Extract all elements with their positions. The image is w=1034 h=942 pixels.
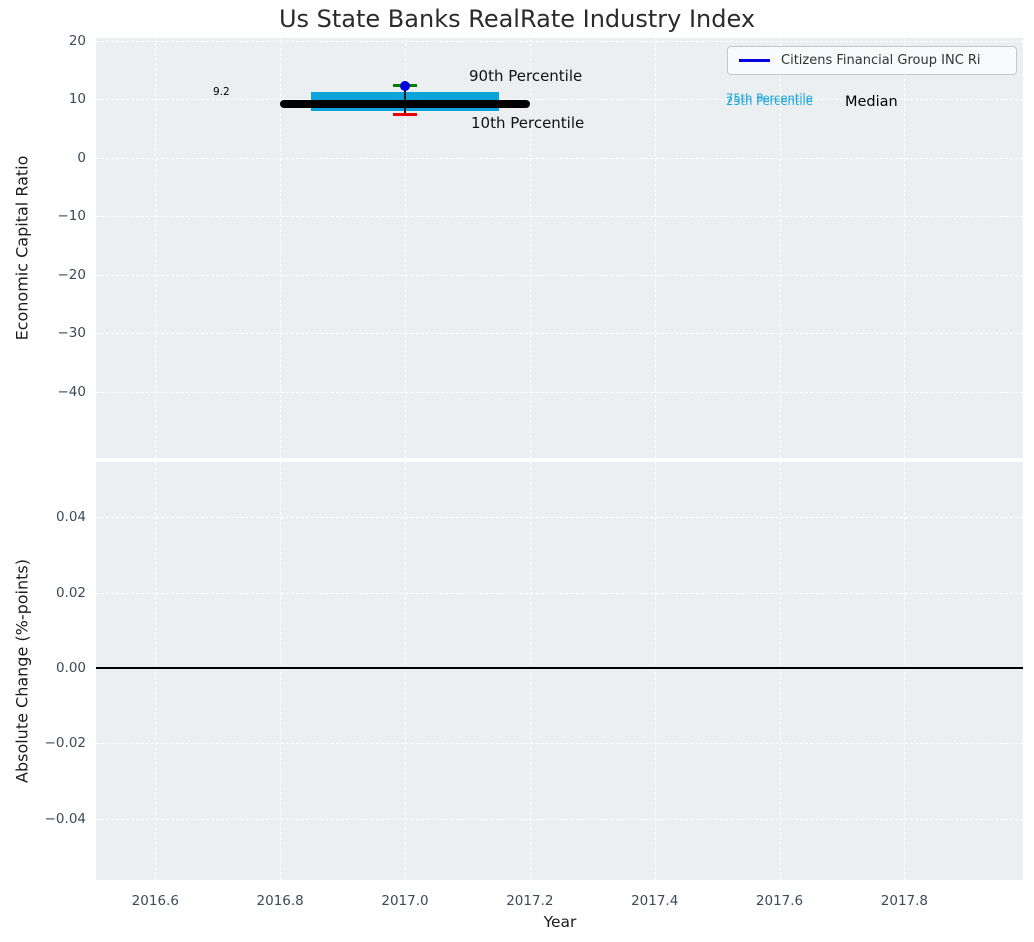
x-tick-label: 2017.4: [631, 893, 679, 909]
gridline-vertical: [904, 462, 906, 880]
gridline-vertical: [405, 38, 406, 458]
y-tick-label: 0: [77, 149, 86, 166]
y-tick-label: 0.02: [55, 584, 86, 601]
x-tick-label: 2016.8: [256, 893, 304, 909]
y-tick-label: −30: [57, 325, 87, 342]
gridline-vertical: [654, 462, 656, 880]
gridline-horizontal: [96, 216, 1023, 218]
x-tick-label: 2017.0: [381, 893, 429, 909]
y-tick-label: −10: [57, 208, 87, 225]
annotation-90th-percentile: 90th Percentile: [469, 67, 583, 85]
annotation-median-label: Median: [845, 94, 898, 110]
gridline-vertical: [654, 38, 656, 458]
annotation-10th-percentile: 10th Percentile: [471, 114, 585, 132]
gridline-horizontal: [96, 157, 1023, 159]
gridline-horizontal: [96, 818, 1023, 820]
gridline-vertical: [904, 38, 906, 458]
gridline-horizontal: [96, 333, 1023, 335]
gridline-horizontal: [96, 592, 1023, 594]
annotation-25th-percentile: 25th Percentile: [726, 94, 813, 108]
x-axis-label: Year: [543, 913, 577, 931]
gridline-vertical: [779, 38, 781, 458]
gridline-vertical: [405, 462, 406, 880]
gridline-horizontal: [96, 743, 1023, 745]
y-tick-label: 10: [68, 91, 86, 108]
gridline-horizontal: [96, 517, 1023, 519]
y-tick-label: 0.00: [55, 659, 86, 676]
x-tick-label: 2017.2: [506, 893, 554, 909]
gridline-vertical: [779, 462, 781, 880]
y-tick-label: −0.02: [44, 735, 86, 752]
chart-title: Us State Banks RealRate Industry Index: [278, 5, 756, 33]
y-tick-label: −40: [57, 383, 87, 400]
gridline-horizontal: [96, 40, 1023, 42]
gridline-vertical: [529, 38, 531, 458]
zero-line: [96, 666, 1023, 669]
legend: Citizens Financial Group INC Ri: [727, 46, 1017, 75]
x-tick-label: 2017.8: [880, 893, 929, 909]
gridline-vertical: [155, 462, 157, 880]
legend-line-swatch: [739, 59, 770, 62]
gridline-vertical: [529, 462, 531, 880]
median-line: [280, 100, 530, 109]
company-dot: [400, 80, 410, 91]
y-tick-label: −20: [57, 266, 87, 283]
annotation-median-value: 9.2: [213, 86, 230, 98]
annotation-75th-percentile: 75th Percentile: [726, 91, 813, 105]
gridline-vertical: [280, 38, 282, 458]
gridline-horizontal: [96, 274, 1023, 276]
gridline-vertical: [280, 462, 282, 880]
y-axis-label-top: Economic Capital Ratio: [12, 155, 32, 341]
y-tick-label: 0.04: [55, 509, 86, 526]
x-tick-label: 2016.6: [131, 893, 179, 909]
y-tick-label: 20: [68, 32, 86, 49]
y-tick-label: −0.04: [44, 810, 86, 827]
gridline-horizontal: [96, 391, 1023, 393]
x-tick-label: 2017.6: [755, 893, 804, 909]
gridline-vertical: [155, 38, 157, 458]
plot-area-absolute-change: [96, 462, 1023, 880]
plot-area-economic-capital-ratio: [96, 38, 1023, 458]
p10-cap: [392, 113, 418, 117]
gridline-horizontal: [96, 99, 1023, 101]
legend-label: Citizens Financial Group INC Ri: [781, 53, 981, 68]
